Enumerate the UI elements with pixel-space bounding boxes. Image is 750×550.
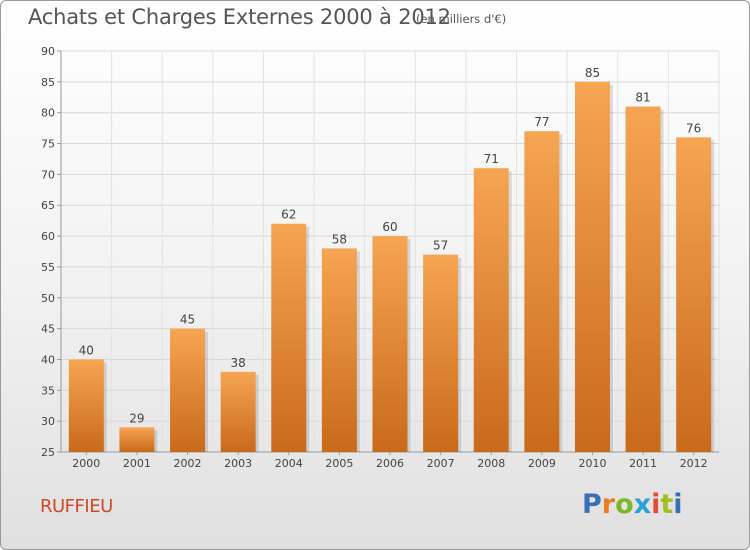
- bar-2000[interactable]: [68, 359, 104, 452]
- data-label-2001: 29: [129, 411, 144, 425]
- x-tick-label: 2011: [629, 457, 657, 470]
- bar-2007[interactable]: [423, 254, 459, 452]
- x-tick-label: 2008: [477, 457, 505, 470]
- logo-letter: i: [673, 489, 683, 520]
- x-tick-label: 2003: [224, 457, 252, 470]
- data-label-2000: 40: [79, 343, 94, 357]
- bar-2010[interactable]: [574, 81, 610, 452]
- y-tick-label: 85: [41, 76, 55, 89]
- y-tick-label: 65: [41, 199, 55, 212]
- logo-letter: x: [633, 489, 652, 520]
- data-label-2004: 62: [281, 208, 296, 222]
- x-tick-label: 2005: [325, 457, 353, 470]
- data-label-2011: 81: [635, 91, 650, 105]
- y-tick-label: 40: [41, 353, 55, 366]
- x-tick-label: 2009: [528, 457, 556, 470]
- y-tick-label: 60: [41, 230, 55, 243]
- data-label-2007: 57: [433, 239, 448, 253]
- logo-letter: i: [651, 489, 661, 520]
- y-tick-label: 80: [41, 107, 55, 120]
- x-tick-label: 2004: [275, 457, 303, 470]
- logo-letter: r: [601, 489, 616, 520]
- chart-title: Achats et Charges Externes 2000 à 2012: [28, 5, 451, 29]
- y-tick-label: 25: [41, 446, 55, 459]
- data-labels: 40 29 45 38 62 58 60 57 71 77 85 81 76: [79, 66, 702, 425]
- y-tick-label: 45: [41, 323, 55, 336]
- data-label-2008: 71: [484, 152, 499, 166]
- logo-letter: t: [660, 489, 674, 520]
- x-tick-label: 2000: [72, 457, 100, 470]
- y-tick-label: 55: [41, 261, 55, 274]
- bar-2009[interactable]: [524, 131, 560, 452]
- commune-name: RUFFIEU: [40, 496, 113, 517]
- x-tick-label: 2002: [174, 457, 202, 470]
- bar-2005[interactable]: [321, 248, 357, 452]
- bar-2008[interactable]: [473, 168, 509, 452]
- y-tick-label: 30: [41, 415, 55, 428]
- bar-2003[interactable]: [220, 371, 256, 452]
- logo-letter: o: [615, 489, 634, 520]
- data-label-2006: 60: [382, 220, 397, 234]
- data-label-2012: 76: [686, 121, 701, 135]
- y-tick-label: 75: [41, 138, 55, 151]
- x-tick-label: 2007: [427, 457, 455, 470]
- bar-2001[interactable]: [119, 427, 155, 452]
- data-label-2010: 85: [585, 66, 600, 80]
- chart-subtitle: (en milliers d'€): [416, 12, 507, 26]
- bar-2004[interactable]: [271, 223, 307, 452]
- x-tick-label: 2012: [680, 457, 708, 470]
- bar-2006[interactable]: [372, 236, 408, 452]
- y-tick-label: 50: [41, 292, 55, 305]
- data-label-2003: 38: [231, 356, 246, 370]
- data-label-2002: 45: [180, 313, 195, 327]
- y-tick-label: 35: [41, 384, 55, 397]
- data-label-2005: 58: [332, 232, 347, 246]
- x-tick-label: 2001: [123, 457, 151, 470]
- bar-2011[interactable]: [625, 106, 661, 453]
- data-label-2009: 77: [534, 115, 549, 129]
- x-tick-label: 2006: [376, 457, 404, 470]
- bar-2002[interactable]: [170, 328, 206, 452]
- proxiti-logo[interactable]: Proxiti: [582, 489, 683, 520]
- bars: [68, 81, 715, 453]
- y-tick-label: 70: [41, 168, 55, 181]
- logo-letter: P: [582, 489, 602, 520]
- x-tick-label: 2010: [578, 457, 606, 470]
- y-tick-label: 90: [41, 45, 55, 58]
- bar-2012[interactable]: [676, 137, 712, 452]
